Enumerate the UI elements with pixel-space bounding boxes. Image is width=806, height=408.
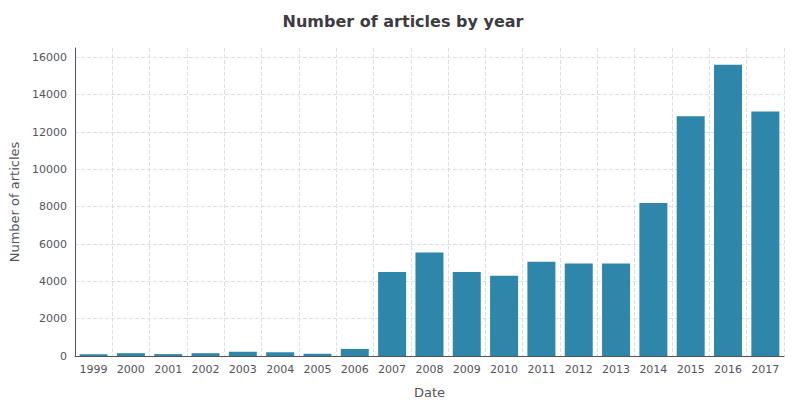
svg-text:2016: 2016 — [714, 363, 742, 376]
svg-text:2014: 2014 — [639, 363, 667, 376]
svg-text:Number of articles: Number of articles — [7, 141, 22, 262]
svg-text:14000: 14000 — [32, 88, 67, 101]
svg-text:2000: 2000 — [39, 312, 67, 325]
svg-text:2002: 2002 — [192, 363, 220, 376]
svg-text:2009: 2009 — [453, 363, 481, 376]
svg-text:2017: 2017 — [751, 363, 779, 376]
svg-text:12000: 12000 — [32, 126, 67, 139]
svg-text:2005: 2005 — [303, 363, 331, 376]
svg-text:2004: 2004 — [266, 363, 294, 376]
svg-text:Date: Date — [414, 385, 445, 400]
svg-text:2012: 2012 — [565, 363, 593, 376]
svg-text:10000: 10000 — [32, 163, 67, 176]
svg-text:2000: 2000 — [117, 363, 145, 376]
svg-text:0: 0 — [60, 350, 67, 363]
svg-text:2001: 2001 — [154, 363, 182, 376]
svg-text:2008: 2008 — [415, 363, 443, 376]
svg-text:8000: 8000 — [39, 200, 67, 213]
svg-text:2007: 2007 — [378, 363, 406, 376]
svg-text:2010: 2010 — [490, 363, 518, 376]
svg-text:2015: 2015 — [677, 363, 705, 376]
svg-text:4000: 4000 — [39, 275, 67, 288]
svg-text:1999: 1999 — [80, 363, 108, 376]
svg-text:2013: 2013 — [602, 363, 630, 376]
svg-text:Number of articles by year: Number of articles by year — [283, 12, 524, 31]
svg-text:2006: 2006 — [341, 363, 369, 376]
svg-text:16000: 16000 — [32, 51, 67, 64]
svg-text:6000: 6000 — [39, 238, 67, 251]
svg-text:2011: 2011 — [527, 363, 555, 376]
svg-text:2003: 2003 — [229, 363, 257, 376]
